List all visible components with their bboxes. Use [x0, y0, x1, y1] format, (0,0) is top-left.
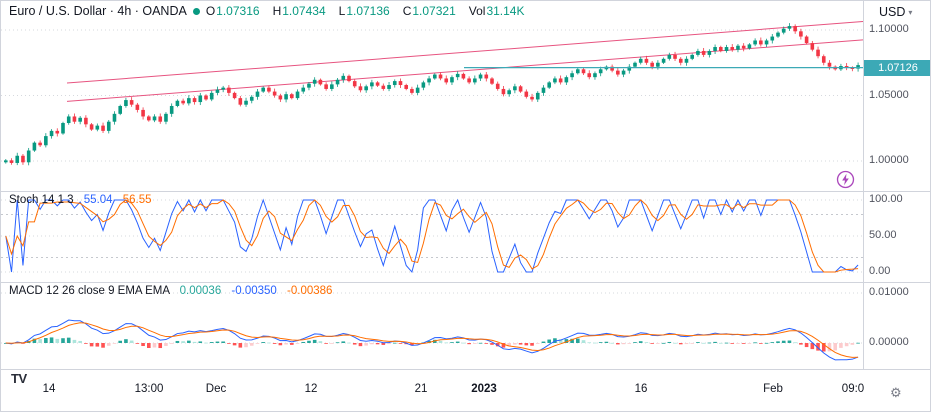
scale-tick-label: 0.01000 — [869, 286, 909, 298]
scale-tick-label: 0.00 — [869, 265, 891, 277]
tradingview-logo[interactable]: TV — [11, 371, 27, 386]
scale-tick-label: 0.00000 — [869, 336, 909, 348]
time-tick-label: 14 — [42, 383, 56, 395]
price-scale[interactable]: 1.10000 1.05000 1.00000 100.00 50.00 0.00 0.01… — [863, 1, 930, 369]
time-scale[interactable]: 14 13:00 Dec 12 21 2023 16 Feb 09:0 — [1, 369, 930, 411]
time-tick-label: 09:0 — [841, 383, 865, 395]
stochastic-plot — [1, 198, 863, 274]
time-tick-label: 13:00 — [134, 383, 164, 395]
ohlc-close: C1.07321 — [402, 4, 456, 18]
macd-line-value: -0.00350 — [231, 285, 277, 297]
symbol-legend: Euro / U.S. Dollar · 4h · OANDA O1.07316… — [9, 4, 532, 18]
macd-signal-value: -0.00386 — [287, 285, 333, 297]
ohlc-high: H1.07434 — [272, 4, 326, 18]
currency-label: USD — [879, 5, 906, 19]
scale-tick-label: 1.10000 — [869, 23, 909, 35]
settings-icon[interactable]: ⚙ — [890, 385, 902, 400]
candlestick-series — [4, 23, 860, 166]
macd-hist-value: 0.00036 — [179, 285, 222, 297]
price-line-label: 1.07126 — [864, 59, 930, 76]
time-tick-label: 21 — [414, 383, 428, 395]
market-status-dot — [192, 7, 200, 15]
time-tick-label: 12 — [304, 383, 318, 395]
stoch-title[interactable]: Stoch 14 1 3 — [9, 194, 74, 206]
stoch-legend: Stoch 14 1 3 55.04 56.55 — [9, 194, 152, 206]
lightning-icon[interactable] — [836, 170, 855, 189]
symbol-title[interactable]: Euro / U.S. Dollar · 4h · OANDA — [9, 4, 187, 18]
macd-legend: MACD 12 26 close 9 EMA EMA 0.00036 -0.00… — [9, 285, 332, 297]
volume-readout: Vol31.14K — [468, 4, 525, 18]
ohlc-open: O1.07316 — [205, 4, 260, 18]
stoch-k-value: 55.04 — [83, 194, 113, 206]
scale-tick-label: 50.00 — [869, 229, 897, 241]
time-tick-label: Dec — [205, 383, 227, 395]
macd-plot — [4, 319, 860, 361]
ohlc-low: L1.07136 — [338, 4, 390, 18]
scale-tick-label: 100.00 — [869, 193, 903, 205]
scale-tick-label: 1.05000 — [869, 88, 909, 101]
lightning-bolt-glyph — [842, 173, 849, 186]
stoch-d-value: 56.55 — [122, 194, 152, 206]
time-tick-label: 16 — [634, 383, 648, 395]
trend-channel — [66, 21, 863, 102]
time-tick-label: 2023 — [471, 383, 497, 395]
macd-title[interactable]: MACD 12 26 close 9 EMA EMA — [9, 285, 170, 297]
scale-tick-label: 1.00000 — [869, 154, 909, 166]
time-tick-label: Feb — [763, 383, 783, 395]
currency-selector[interactable]: USD ▾ — [879, 5, 912, 19]
chevron-down-icon: ▾ — [908, 7, 913, 17]
